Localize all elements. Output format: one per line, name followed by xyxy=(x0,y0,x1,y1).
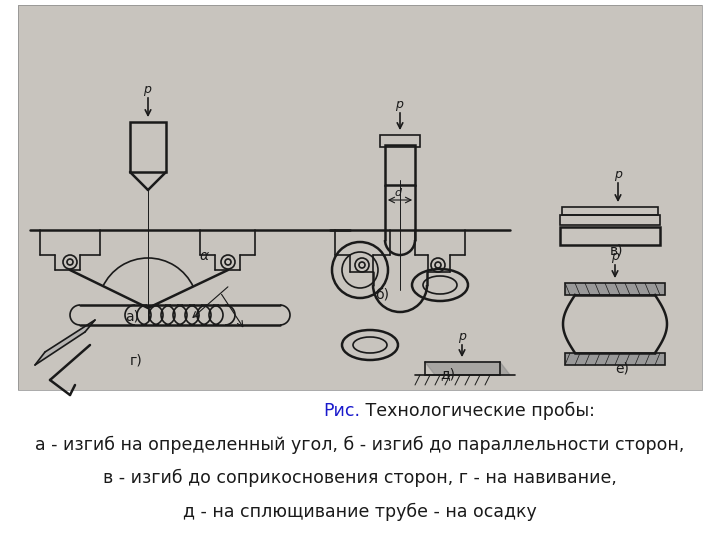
Text: в - изгиб до соприкосновения сторон, г - на навивание,: в - изгиб до соприкосновения сторон, г -… xyxy=(103,469,617,487)
Polygon shape xyxy=(425,362,510,375)
Bar xyxy=(565,283,665,295)
Bar xyxy=(560,215,660,225)
Text: д - на сплющивание трубе - на осадку: д - на сплющивание трубе - на осадку xyxy=(183,502,537,521)
Polygon shape xyxy=(35,320,95,365)
Bar xyxy=(560,227,660,245)
Text: г): г) xyxy=(130,354,143,368)
Bar xyxy=(565,353,665,365)
Text: а): а) xyxy=(125,309,139,323)
Bar xyxy=(130,122,166,172)
Text: α: α xyxy=(200,249,209,263)
Bar xyxy=(18,5,702,390)
Text: б): б) xyxy=(375,287,389,301)
Bar xyxy=(385,145,415,185)
Text: Рис.: Рис. xyxy=(323,402,360,420)
Text: в): в) xyxy=(610,244,624,258)
Bar xyxy=(18,5,702,390)
Text: Технологические пробы:: Технологические пробы: xyxy=(360,402,595,420)
Text: р: р xyxy=(143,83,151,96)
Text: р: р xyxy=(395,98,403,111)
Text: d: d xyxy=(394,188,401,198)
Text: а - изгиб на определенный угол, б - изгиб до параллельности сторон,: а - изгиб на определенный угол, б - изги… xyxy=(35,435,685,454)
Bar xyxy=(380,135,420,147)
Text: р: р xyxy=(614,168,622,181)
Bar xyxy=(562,207,658,215)
Text: е): е) xyxy=(615,361,629,375)
Text: р: р xyxy=(458,330,466,343)
Text: д): д) xyxy=(440,367,455,381)
Text: р: р xyxy=(611,250,619,263)
